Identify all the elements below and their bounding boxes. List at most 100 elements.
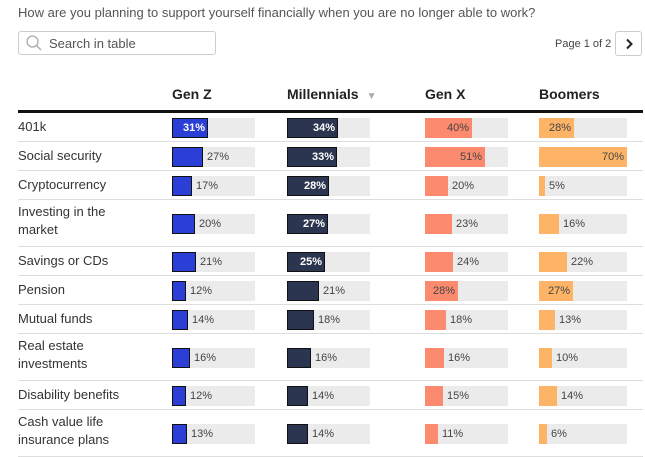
bar-value-label: 14%	[192, 313, 215, 326]
bar-cell: 15%	[425, 385, 508, 406]
page-indicator: Page 1 of 2	[555, 38, 612, 50]
bar-cell: 20%	[425, 175, 508, 196]
bar-value-label: 40%	[446, 121, 469, 134]
bar-value-label: 23%	[456, 217, 479, 230]
bar	[172, 251, 196, 272]
table-row: Cryptocurrency 17% 28% 20% 5%	[18, 171, 643, 200]
row-label: Cryptocurrency	[18, 177, 107, 192]
bar-value-label: 6%	[551, 427, 567, 440]
bar-track	[539, 385, 627, 406]
bar-cell: 13%	[539, 309, 627, 330]
table-row: Savings or CDs 21% 25% 24% 22%	[18, 247, 643, 276]
bar	[172, 146, 203, 167]
bar-cell: 12%	[172, 280, 255, 301]
table-row: Pension 12% 21% 28% 27%	[18, 276, 643, 305]
bar	[172, 175, 192, 196]
column-header-boomers[interactable]: Boomers	[539, 86, 600, 102]
bar-value-label: 20%	[199, 217, 222, 230]
table-header: Gen Z Millennials ▼ Gen X Boomers	[18, 84, 643, 113]
bar-cell: 31%	[172, 117, 255, 138]
bar	[425, 251, 453, 272]
bar	[287, 117, 338, 138]
bar-value-label: 12%	[190, 284, 213, 297]
table-row: Social security 27% 33% 51% 70%	[18, 142, 643, 171]
row-label: Disability benefits	[18, 387, 120, 402]
bar-cell: 28%	[425, 280, 508, 301]
bar-cell: 27%	[172, 146, 255, 167]
bar-cell: 16%	[287, 347, 370, 368]
bar-track	[539, 347, 627, 368]
bar-value-label: 16%	[448, 351, 471, 364]
bar	[425, 347, 444, 368]
bar-value-label: 34%	[312, 121, 335, 134]
bar-track	[539, 213, 627, 234]
bar-value-label: 18%	[318, 313, 341, 326]
bar	[539, 385, 557, 406]
next-page-button[interactable]	[615, 31, 642, 56]
row-label: Pension	[18, 282, 65, 297]
bar-cell: 25%	[287, 251, 370, 272]
bar-value-label: 28%	[303, 179, 326, 192]
column-header-gen-z[interactable]: Gen Z	[172, 86, 212, 102]
bar	[425, 423, 438, 444]
bar-track	[172, 423, 255, 444]
row-label: Investing in the market	[18, 204, 106, 237]
column-name: Gen Z	[172, 86, 212, 102]
bar-cell: 14%	[287, 423, 370, 444]
bar	[425, 280, 458, 301]
search-input[interactable]	[49, 35, 209, 51]
bar-value-label: 21%	[200, 255, 223, 268]
bar-value-label: 5%	[549, 179, 565, 192]
bar	[172, 423, 187, 444]
search-box[interactable]	[18, 31, 216, 55]
bar-cell: 51%	[425, 146, 508, 167]
bar	[287, 280, 319, 301]
bar	[172, 347, 190, 368]
bar-value-label: 11%	[442, 427, 464, 440]
bar	[539, 213, 559, 234]
bar	[172, 117, 208, 138]
bar	[539, 280, 573, 301]
bar	[172, 213, 195, 234]
bar-value-label: 13%	[559, 313, 582, 326]
row-label: Real estate investments	[18, 338, 88, 371]
bar-track	[172, 309, 255, 330]
question-title: How are you planning to support yourself…	[18, 5, 536, 20]
bar	[425, 213, 452, 234]
bar-cell: 21%	[287, 280, 370, 301]
bar	[539, 309, 555, 330]
row-label: Mutual funds	[18, 311, 93, 326]
bar-cell: 12%	[172, 385, 255, 406]
bar	[287, 423, 308, 444]
column-name: Gen X	[425, 86, 466, 102]
bar-track	[539, 175, 627, 196]
bar	[425, 146, 485, 167]
bar-cell: 16%	[539, 213, 627, 234]
bar-cell: 28%	[287, 175, 370, 196]
bar-value-label: 16%	[194, 351, 217, 364]
bar-cell: 16%	[425, 347, 508, 368]
bar-cell: 70%	[539, 146, 627, 167]
column-header-gen-x[interactable]: Gen X	[425, 86, 465, 102]
bar-cell: 13%	[172, 423, 255, 444]
column-header-millennials[interactable]: Millennials ▼	[287, 86, 376, 102]
row-label: Social security	[18, 148, 102, 163]
bar	[539, 117, 574, 138]
bar-cell: 10%	[539, 347, 627, 368]
bar-cell: 24%	[425, 251, 508, 272]
bar-cell: 23%	[425, 213, 508, 234]
bar-value-label: 16%	[315, 351, 338, 364]
bar-value-label: 12%	[190, 389, 213, 402]
bar	[425, 385, 443, 406]
bar	[539, 423, 547, 444]
row-label: 401k	[18, 119, 47, 134]
bar-cell: 14%	[172, 309, 255, 330]
bar-value-label: 14%	[561, 389, 584, 402]
bar-track	[425, 385, 508, 406]
bar-value-label: 10%	[556, 351, 579, 364]
bar-cell: 6%	[539, 423, 627, 444]
bar-track	[425, 347, 508, 368]
bar-value-label: 17%	[196, 179, 219, 192]
row-label: Savings or CDs	[18, 253, 109, 268]
bar-cell: 18%	[425, 309, 508, 330]
